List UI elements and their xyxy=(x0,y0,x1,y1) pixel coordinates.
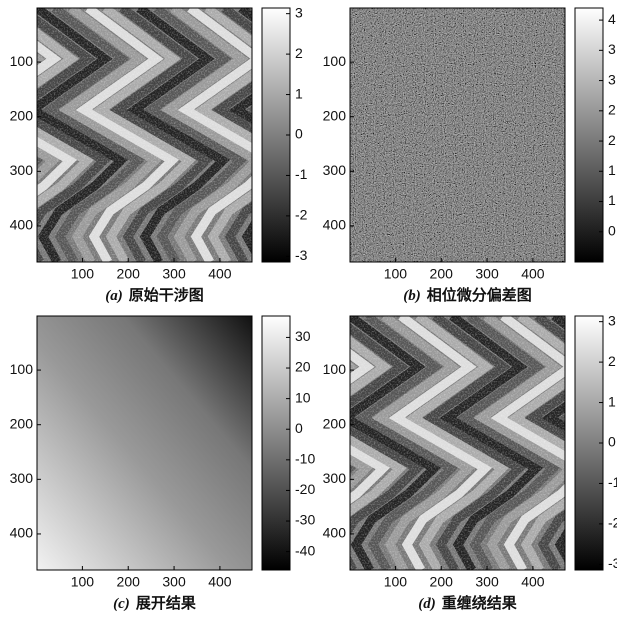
colorbar-tick-label: 2 xyxy=(608,132,616,148)
y-tick-label: 300 xyxy=(10,162,34,178)
colorbar-tick-label: -2 xyxy=(295,207,308,223)
y-tick-label: 400 xyxy=(10,217,34,233)
colorbar-tick-label: 3 xyxy=(295,4,303,20)
colorbar-tick-label: 1 xyxy=(295,85,303,101)
x-tick-label: 400 xyxy=(521,266,545,282)
colorbar-tick-label: 3 xyxy=(608,71,616,87)
colorbar-tick-label: 3 xyxy=(608,312,616,328)
x-tick-label: 100 xyxy=(71,266,95,282)
colorbar-tick-label: 0 xyxy=(295,420,303,436)
caption-text: 相位微分偏差图 xyxy=(427,286,532,304)
y-tick-label: 300 xyxy=(323,162,347,178)
caption-label: (d) xyxy=(418,596,436,612)
y-tick-label: 200 xyxy=(10,415,34,431)
colorbar-tick-label: 0 xyxy=(608,434,616,450)
speckle xyxy=(37,8,252,262)
speckle xyxy=(350,316,565,570)
colorbar-tick-label: -1 xyxy=(608,474,617,490)
x-tick-label: 200 xyxy=(117,266,141,282)
colorbar-tick-label: 10 xyxy=(295,389,311,405)
colorbar-tick-label: -3 xyxy=(608,555,617,571)
y-tick-label: 300 xyxy=(323,470,347,486)
colorbar-tick-label: -20 xyxy=(295,481,315,497)
colorbar xyxy=(575,316,603,570)
x-tick-label: 400 xyxy=(521,574,545,590)
y-tick-label: 100 xyxy=(10,361,34,377)
colorbar-tick-label: 3.5 xyxy=(608,41,617,57)
colorbar-tick-label: 1 xyxy=(608,192,616,208)
caption: (a) 原始干涉图 xyxy=(105,286,204,304)
x-tick-label: 100 xyxy=(384,266,408,282)
colorbar-tick-label: 20 xyxy=(295,359,311,375)
caption-label: (c) xyxy=(113,596,130,612)
colorbar-tick-label: -2 xyxy=(608,515,617,531)
colorbar-tick-label: 2 xyxy=(608,353,616,369)
y-tick-label: 300 xyxy=(10,470,34,486)
x-tick-label: 100 xyxy=(384,574,408,590)
x-tick-label: 100 xyxy=(71,574,95,590)
caption: (c) 展开结果 xyxy=(113,594,197,612)
colorbar-tick-label: -1 xyxy=(295,166,308,182)
colorbar-tick-label: 0 xyxy=(295,126,303,142)
colorbar-tick-label: -30 xyxy=(295,512,315,528)
colorbar-tick-label: -40 xyxy=(295,542,315,558)
figure: 1002003004001002003004003210-1-2-3(a)原始干… xyxy=(0,0,617,634)
caption-label: (a) xyxy=(105,288,123,304)
caption: (b) 相位微分偏差图 xyxy=(403,286,532,304)
caption-text: 展开结果 xyxy=(136,594,197,612)
image xyxy=(37,316,252,570)
colorbar-tick-label: 2.5 xyxy=(608,102,617,118)
y-tick-label: 200 xyxy=(323,415,347,431)
colorbar xyxy=(575,8,603,262)
x-tick-label: 400 xyxy=(208,574,232,590)
x-tick-label: 200 xyxy=(117,574,141,590)
colorbar-tick-label: -10 xyxy=(295,451,315,467)
panel: 100 200 300 400 100 200 300 400 3 2 1 0 -1 -2 -3 (a) 原始干… xyxy=(0,4,342,304)
panel: 100 200 300 400 100 200 300 400 4 3.5 3 2.5 2 1.5 1 0.5… xyxy=(323,8,617,304)
x-tick-label: 200 xyxy=(430,574,454,590)
colorbar-tick-label: 30 xyxy=(295,328,311,344)
caption-text: 原始干涉图 xyxy=(129,286,204,304)
fringes xyxy=(0,8,342,262)
colorbar-tick-label: 4 xyxy=(608,11,616,27)
x-tick-label: 200 xyxy=(430,266,454,282)
colorbar-tick-label: 2 xyxy=(295,45,303,61)
caption-label: (b) xyxy=(403,288,421,304)
y-tick-label: 400 xyxy=(323,525,347,541)
x-tick-label: 300 xyxy=(162,574,186,590)
colorbar xyxy=(262,8,290,262)
y-tick-label: 100 xyxy=(10,53,34,69)
image xyxy=(350,8,565,262)
y-tick-label: 200 xyxy=(323,107,347,123)
x-tick-label: 300 xyxy=(475,574,499,590)
y-tick-label: 100 xyxy=(323,53,347,69)
y-tick-label: 400 xyxy=(10,525,34,541)
colorbar-tick-label: 1.5 xyxy=(608,162,617,178)
x-tick-label: 400 xyxy=(208,266,232,282)
colorbar-tick-label: -3 xyxy=(295,247,308,263)
colorbar-tick-label: 0.5 xyxy=(608,222,617,238)
y-tick-label: 100 xyxy=(323,361,347,377)
y-tick-label: 200 xyxy=(10,107,34,123)
colorbar-tick-label: 1 xyxy=(608,393,616,409)
x-tick-label: 300 xyxy=(162,266,186,282)
x-tick-label: 300 xyxy=(475,266,499,282)
fringes xyxy=(244,316,617,570)
y-tick-label: 400 xyxy=(323,217,347,233)
caption: (d) 重缠绕结果 xyxy=(418,594,518,612)
colorbar xyxy=(262,316,290,570)
caption-text: 重缠绕结果 xyxy=(442,594,518,612)
